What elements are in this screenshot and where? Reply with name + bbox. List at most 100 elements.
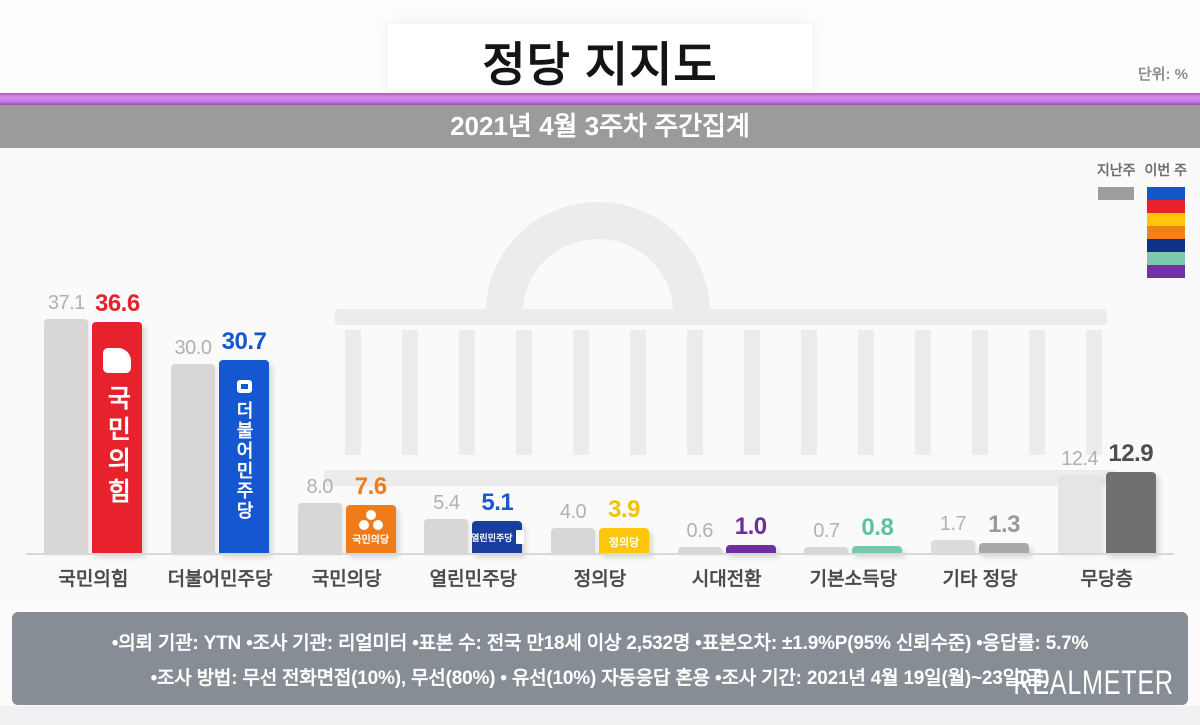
bar-group: 0.7 0.8 <box>790 148 917 553</box>
prev-value-label: 37.1 <box>47 292 85 314</box>
prev-week-bar <box>297 503 342 553</box>
bar-inner-label: 정의당 <box>608 537 640 549</box>
subtitle: 2021년 4월 3주차 주간집계 <box>450 111 750 141</box>
bar-group: 1.7 1.3 <box>917 148 1044 553</box>
open-door-icon <box>515 530 524 544</box>
party-label: 정의당 <box>573 569 627 590</box>
legend-last-week-label: 지난주 <box>1096 162 1136 178</box>
legend-swatch-0 <box>1146 187 1185 200</box>
party-label: 열린민주당 <box>429 569 518 590</box>
bar-group: 30.0 30.7 더불어민주당 <box>157 148 284 553</box>
bar-group: 4.0 3.9 정의당 <box>537 148 664 553</box>
current-week-bar <box>979 543 1030 553</box>
column-watermark <box>516 330 532 455</box>
current-week-column: 36.6 국민의힘 <box>92 148 143 553</box>
base-band-watermark <box>324 470 1116 486</box>
prev-week-column: 4.0 <box>551 148 596 553</box>
bar-group: 37.1 36.6 국민의힘 <box>30 148 157 553</box>
legend-swatch-1 <box>1146 200 1185 213</box>
prev-value-label: 8.0 <box>306 476 334 498</box>
prev-week-bar <box>1057 475 1102 553</box>
current-value-label: 3.9 <box>608 496 640 523</box>
legend-this-week-swatch-stack <box>1146 187 1185 278</box>
column-watermark <box>972 330 988 455</box>
bar-group: 0.6 1.0 <box>663 148 790 553</box>
column-watermark <box>687 330 703 455</box>
prev-week-bar <box>551 528 596 553</box>
header: 정당 지지도 단위: % <box>0 0 1200 93</box>
party-label: 무당층 <box>1080 569 1133 590</box>
column-watermark <box>801 330 817 455</box>
bar-group: 8.0 7.6 국민의당 <box>283 148 410 553</box>
column-watermark <box>744 330 760 455</box>
prev-week-bar <box>931 540 976 553</box>
prev-value-label: 0.6 <box>686 520 714 542</box>
legend-last-week: 지난주 <box>1096 160 1136 278</box>
assembly-building-watermark <box>0 148 1200 606</box>
column-watermark <box>573 330 589 455</box>
footer-line-2: •조사 방법: 무선 전화면접(10%), 무선(80%) • 유선(10%) … <box>150 668 1050 689</box>
purple-divider <box>0 93 1200 105</box>
column-watermark <box>402 330 418 455</box>
current-week-column: 5.1 열린민주당 <box>471 148 524 553</box>
prev-week-bar <box>804 547 849 553</box>
current-value-label: 36.6 <box>94 290 140 317</box>
prev-week-column: 1.7 <box>931 148 976 553</box>
prev-week-column: 5.4 <box>424 148 469 553</box>
current-value-label: 1.3 <box>988 511 1020 538</box>
current-week-column: 7.6 국민의당 <box>345 148 396 553</box>
party-logo-badge: 정의당 <box>599 528 649 553</box>
column-watermark <box>459 330 475 455</box>
minjoo-symbol-icon <box>236 380 252 393</box>
prev-value-label: 4.0 <box>559 501 587 523</box>
subtitle-band: 2021년 4월 3주차 주간집계 <box>0 105 1200 148</box>
party-label: 기타 정당 <box>942 569 1018 590</box>
category-labels: 국민의힘 더불어민주당 국민의당 열린민주당 정의당 시대전환 기본소득당 기타 정당 무당층 <box>30 564 1170 591</box>
bar-inner-label: 더불어민주당 <box>234 401 254 521</box>
current-week-bar: 더불어민주당 <box>219 360 269 553</box>
legend-swatch-2 <box>1146 213 1185 226</box>
current-value-label: 7.6 <box>354 473 387 500</box>
current-week-column: 1.0 <box>725 148 776 553</box>
current-week-bar <box>725 545 776 553</box>
party-label: 국민의힘 <box>58 569 129 590</box>
legend-this-week-label: 이번 주 <box>1144 162 1187 178</box>
prev-value-label: 1.7 <box>939 513 967 535</box>
current-value-label: 0.8 <box>861 514 894 541</box>
current-week-bar: 열린민주당 <box>471 521 524 553</box>
current-week-bar: 국민의힘 <box>92 322 143 553</box>
legend-swatch-5 <box>1146 252 1185 265</box>
prev-value-label: 30.0 <box>174 337 212 359</box>
party-logo-badge: 국민의힘 <box>92 322 142 553</box>
column-watermark <box>630 330 646 455</box>
legend-this-week: 이번 주 <box>1144 160 1187 278</box>
legend-swatch-3 <box>1146 226 1185 239</box>
bar-inner-label: 국민의당 <box>352 535 390 546</box>
page-title: 정당 지지도 <box>482 38 718 91</box>
realmeter-logo: REALMETER <box>1013 664 1174 702</box>
party-label: 시대전환 <box>691 569 762 590</box>
current-week-column: 12.9 <box>1105 148 1156 553</box>
roof-band-watermark <box>335 309 1107 325</box>
unit-label: 단위: % <box>1137 66 1188 83</box>
column-watermark <box>858 330 874 455</box>
column-watermark <box>915 330 931 455</box>
legend-swatch-6 <box>1146 265 1185 278</box>
bar-inner-label: 열린민주당 <box>471 532 513 543</box>
bar-group: 5.4 5.1 열린민주당 <box>410 148 537 553</box>
current-week-column: 3.9 정의당 <box>599 148 650 553</box>
party-logo-badge: 더불어민주당 <box>219 360 269 553</box>
prev-value-label: 5.4 <box>433 492 460 514</box>
current-value-label: 1.0 <box>734 513 767 540</box>
current-value-label: 5.1 <box>481 489 514 516</box>
methodology-footer: •의뢰 기관: YTN •조사 기관: 리얼미터 •표본 수: 전국 만18세 … <box>12 612 1188 705</box>
current-week-bar: 정의당 <box>599 528 650 553</box>
chart-area: 지난주 이번 주 37.1 36.6 국민의힘 30.0 30.7 더불어민주당 8.0 7.… <box>0 148 1200 606</box>
prev-week-column: 12.4 <box>1057 148 1102 553</box>
title-box <box>388 24 812 90</box>
current-week-bar <box>1105 472 1156 553</box>
current-week-column: 1.3 <box>979 148 1030 553</box>
prev-week-column: 37.1 <box>44 148 89 553</box>
legend-swatch-4 <box>1146 239 1185 252</box>
prev-value-label: 0.7 <box>813 520 840 542</box>
